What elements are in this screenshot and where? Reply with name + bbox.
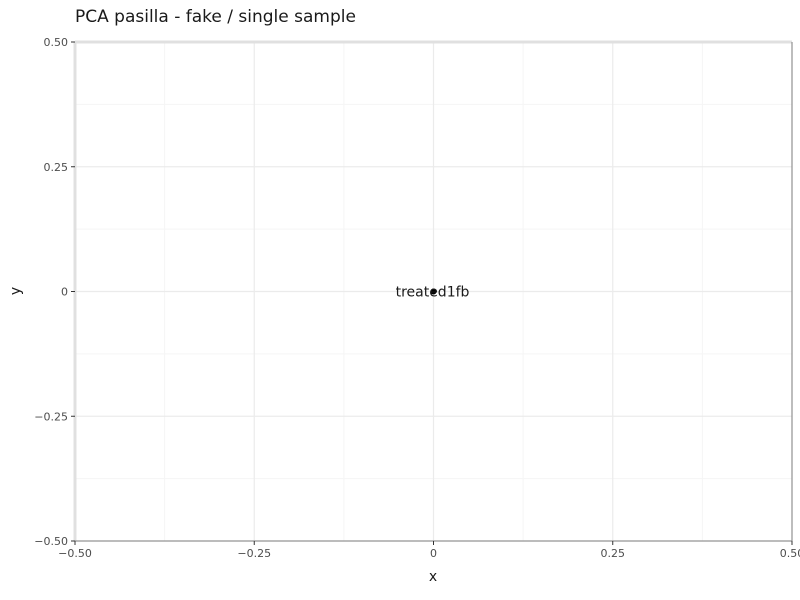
x-tick-label: 0.50 (780, 547, 800, 560)
y-tick-label: −0.50 (34, 535, 68, 548)
x-tick-label: −0.25 (237, 547, 271, 560)
chart-title: PCA pasilla - fake / single sample (75, 7, 356, 27)
data-points: treated1fb (396, 285, 470, 301)
y-tick-label: 0.50 (44, 36, 69, 49)
y-tick-label: 0.25 (44, 161, 69, 174)
x-axis-label: x (429, 569, 437, 585)
data-point-label: treated1fb (396, 285, 470, 301)
y-axis-ticks: −0.50 −0.25 0 0.25 0.50 (34, 36, 75, 548)
x-axis-ticks: −0.50 −0.25 0 0.25 0.50 (58, 541, 800, 560)
x-tick-label: 0 (430, 547, 437, 560)
data-point (430, 288, 437, 295)
x-tick-label: 0.25 (601, 547, 626, 560)
x-tick-label: −0.50 (58, 547, 92, 560)
y-tick-label: −0.25 (34, 410, 68, 423)
y-tick-label: 0 (61, 286, 68, 299)
y-axis-label: y (8, 287, 24, 295)
